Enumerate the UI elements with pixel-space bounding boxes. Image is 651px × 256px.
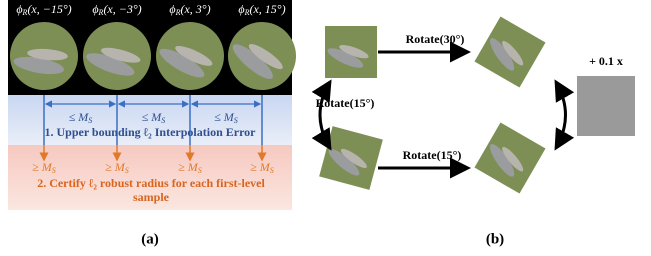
arrow-label: Rotate(15°) [316, 96, 375, 110]
image-label: ϕR(x, 3°) [169, 2, 210, 17]
label-arg: (x, −15°) [27, 2, 71, 16]
fish-image [474, 122, 545, 193]
fish-image [319, 126, 383, 190]
label-arg: (x, −3°) [103, 2, 141, 16]
label-arg: (x, 3°) [180, 2, 210, 16]
label-arg: (x, 15°) [249, 2, 285, 16]
figure: ϕR(x, −15°)≥ MSϕR(x, −3°)≥ MSϕR(x, 3°)≥ … [0, 0, 651, 256]
sub: S [88, 116, 92, 125]
sub: S [234, 116, 238, 125]
caption-a: (a) [141, 231, 159, 247]
noise-label: + 0.1 x [589, 54, 623, 68]
noise-image [577, 76, 635, 136]
arrow [556, 82, 566, 148]
sub: S [161, 116, 165, 125]
sub: S [52, 166, 56, 175]
step1-text: 1. Upper bounding ℓ₂ Interpolation Error [44, 125, 256, 139]
sub: S [270, 166, 274, 175]
caption-b: (b) [486, 231, 504, 247]
arrow-label: Rotate(30°) [406, 32, 465, 46]
arrow-label: Rotate(15°) [403, 148, 462, 162]
page: ϕR(x, −15°)≥ MSϕR(x, −3°)≥ MSϕR(x, 3°)≥ … [0, 0, 651, 256]
step2-text: 2. Certify ℓ₂ robust radius for each fir… [20, 176, 282, 204]
fish-image [474, 16, 545, 87]
sub: S [198, 166, 202, 175]
arrow [320, 82, 330, 148]
sub: S [125, 166, 129, 175]
fish-image [325, 26, 377, 78]
